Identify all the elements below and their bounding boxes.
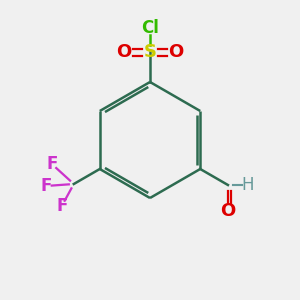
Text: F: F (46, 155, 58, 173)
Text: F: F (56, 197, 68, 215)
Text: S: S (143, 43, 157, 61)
Text: H: H (242, 176, 254, 194)
Text: O: O (220, 202, 236, 220)
Text: O: O (168, 43, 184, 61)
Text: O: O (116, 43, 132, 61)
Text: F: F (40, 177, 52, 195)
Text: Cl: Cl (141, 19, 159, 37)
